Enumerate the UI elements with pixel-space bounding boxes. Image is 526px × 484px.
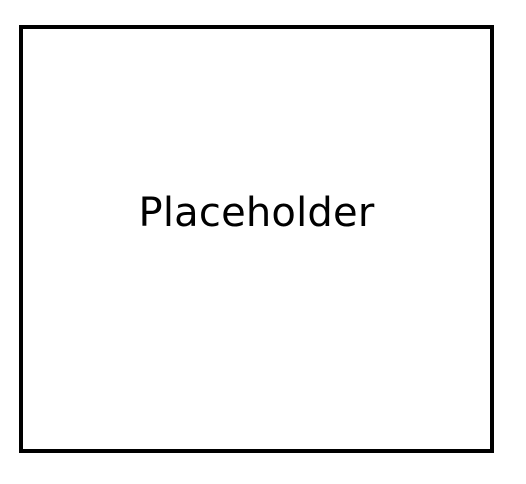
placeholder-box: Placeholder	[19, 25, 494, 453]
placeholder-label: Placeholder	[138, 190, 375, 236]
